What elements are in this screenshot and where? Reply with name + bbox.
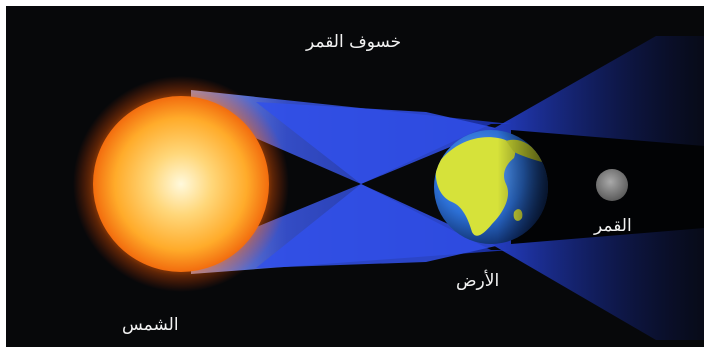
lunar-eclipse-diagram: خسوف القمر الشمس الأرض القمر — [6, 6, 704, 347]
sun-label: الشمس — [122, 315, 179, 335]
light-cone-center-lower — [256, 184, 496, 268]
penumbra-upper — [491, 36, 704, 146]
light-cone-center-upper — [256, 102, 496, 184]
diagram-graphics — [73, 36, 704, 340]
penumbra-lower — [491, 228, 704, 340]
moon-label: القمر — [594, 216, 632, 236]
diagram-title: خسوف القمر — [306, 32, 402, 52]
sun — [73, 76, 289, 292]
earth-label: الأرض — [456, 271, 500, 291]
earth — [434, 130, 548, 244]
moon — [596, 169, 628, 201]
